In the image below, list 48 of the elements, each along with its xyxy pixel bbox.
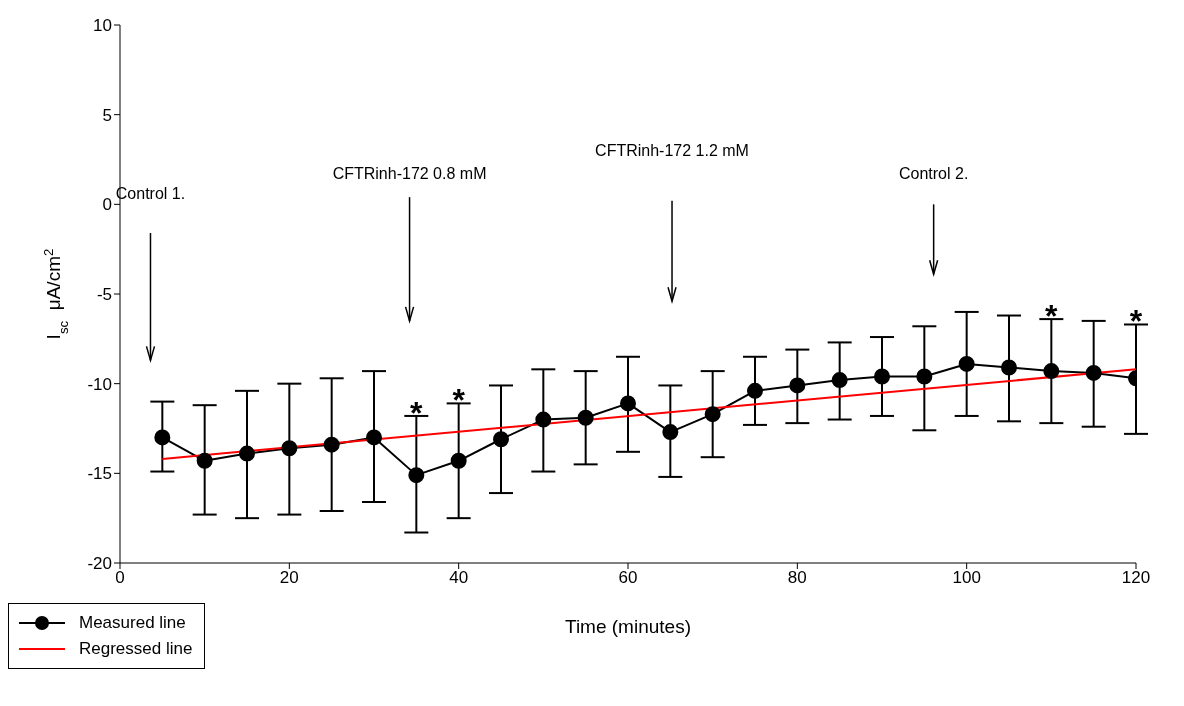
x-tick-label: 120 xyxy=(1121,568,1151,588)
point xyxy=(916,368,933,385)
point xyxy=(450,452,467,469)
x-tick-label: 100 xyxy=(952,568,981,588)
annotation: CFTRinh-172 0.8 mM xyxy=(332,165,487,183)
point xyxy=(1001,359,1017,376)
x-tick-label: 0 xyxy=(115,568,125,588)
y-tick-label: 10 xyxy=(93,16,112,36)
legend-label: Measured line xyxy=(79,613,186,633)
y-tick-label: 5 xyxy=(102,105,112,125)
point xyxy=(662,424,679,441)
y-tick-label: -20 xyxy=(87,554,112,574)
point xyxy=(1085,364,1102,381)
point xyxy=(874,368,890,385)
x-tick-label: 80 xyxy=(787,568,807,588)
x-tick-label: 40 xyxy=(449,568,469,588)
annotation: CFTRinh-172 1.2 mM xyxy=(595,141,749,159)
y-tick-label: -15 xyxy=(87,464,112,484)
x-tick-label: 60 xyxy=(618,568,638,588)
point xyxy=(154,429,171,446)
point xyxy=(789,377,806,394)
point xyxy=(831,372,848,389)
annotation: * xyxy=(452,382,466,419)
y-tick-label: 0 xyxy=(102,195,112,215)
annotation: * xyxy=(410,394,424,431)
point xyxy=(408,467,425,484)
y-tick-label: -5 xyxy=(96,285,112,305)
point xyxy=(239,445,255,462)
point xyxy=(281,440,298,457)
point xyxy=(323,436,340,453)
legend-label: Regressed line xyxy=(79,639,193,659)
point xyxy=(493,431,509,448)
annotation: Control 2. xyxy=(898,165,969,183)
point xyxy=(196,452,213,469)
x-tick-label: 20 xyxy=(279,568,299,588)
point xyxy=(620,395,636,412)
annotation: * xyxy=(1045,298,1059,335)
annotation: * xyxy=(1129,303,1143,340)
point xyxy=(577,409,594,426)
y-tick-label: -10 xyxy=(87,374,112,394)
point xyxy=(1043,363,1060,380)
annotation: Control 1. xyxy=(115,184,186,202)
x-axis-title: Time (minutes) xyxy=(565,616,691,637)
point xyxy=(366,429,382,446)
point xyxy=(747,382,763,399)
point xyxy=(535,411,552,428)
point xyxy=(958,355,975,372)
point xyxy=(704,406,721,423)
